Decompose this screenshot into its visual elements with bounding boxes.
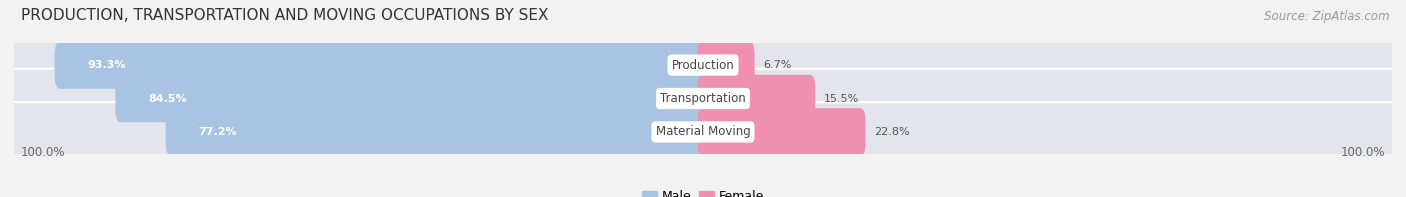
Text: 15.5%: 15.5%: [824, 94, 859, 103]
FancyBboxPatch shape: [7, 69, 1399, 128]
Text: 84.5%: 84.5%: [149, 94, 187, 103]
FancyBboxPatch shape: [7, 102, 1399, 162]
FancyBboxPatch shape: [697, 41, 755, 89]
FancyBboxPatch shape: [697, 108, 866, 156]
Text: Material Moving: Material Moving: [655, 125, 751, 138]
Text: 6.7%: 6.7%: [763, 60, 792, 70]
FancyBboxPatch shape: [115, 75, 709, 122]
Text: 100.0%: 100.0%: [21, 146, 66, 159]
FancyBboxPatch shape: [166, 108, 709, 156]
Text: 100.0%: 100.0%: [1340, 146, 1385, 159]
Text: 93.3%: 93.3%: [87, 60, 127, 70]
Text: 22.8%: 22.8%: [875, 127, 910, 137]
Text: Transportation: Transportation: [661, 92, 745, 105]
Legend: Male, Female: Male, Female: [637, 185, 769, 197]
FancyBboxPatch shape: [697, 75, 815, 122]
Text: 77.2%: 77.2%: [198, 127, 238, 137]
FancyBboxPatch shape: [7, 35, 1399, 95]
FancyBboxPatch shape: [55, 41, 709, 89]
Text: PRODUCTION, TRANSPORTATION AND MOVING OCCUPATIONS BY SEX: PRODUCTION, TRANSPORTATION AND MOVING OC…: [21, 8, 548, 23]
Text: Production: Production: [672, 59, 734, 72]
Text: Source: ZipAtlas.com: Source: ZipAtlas.com: [1264, 10, 1389, 23]
